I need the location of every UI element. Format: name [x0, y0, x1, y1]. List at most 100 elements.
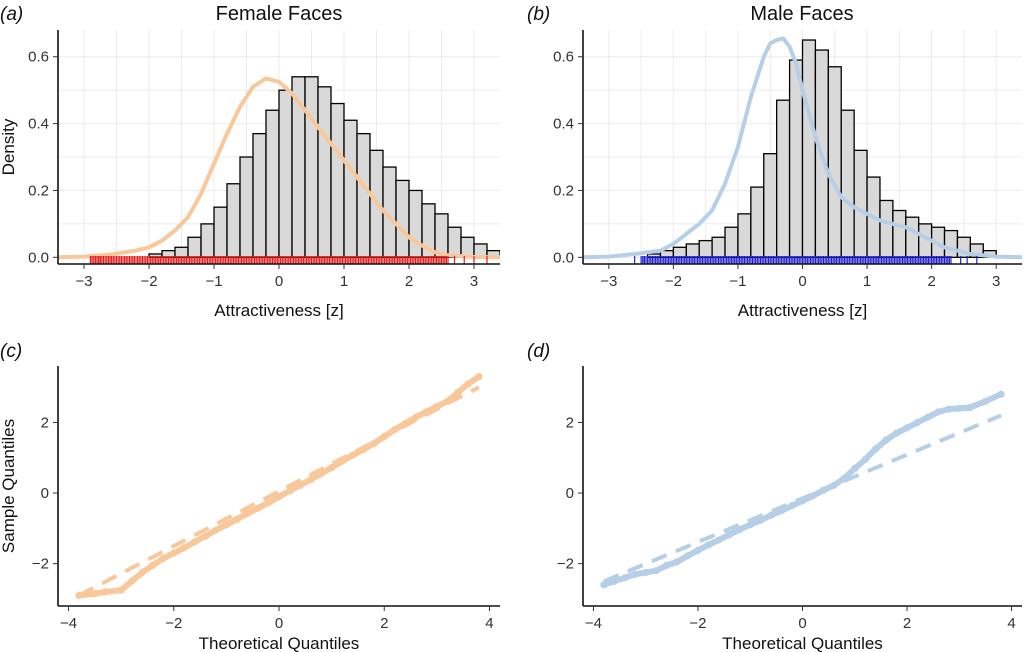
histogram-bar — [737, 213, 752, 258]
x-tick-label: −4 — [585, 615, 602, 632]
x-tick-label: 0 — [798, 273, 806, 290]
qq-point — [275, 492, 283, 501]
histogram-bar — [685, 243, 700, 258]
panel-female-qq: (c) Theoretical Quantiles Sample Quantil… — [0, 341, 500, 652]
histogram-bar — [892, 209, 907, 258]
qq-point — [757, 516, 765, 524]
y-tick-label: 0.2 — [28, 182, 49, 199]
qq-point — [233, 515, 241, 523]
qq-point — [767, 511, 775, 519]
qq-point — [715, 536, 723, 544]
qq-point — [610, 577, 618, 585]
qq-point — [913, 418, 922, 427]
qq-point — [285, 487, 294, 495]
qq-point — [642, 568, 650, 577]
qq-point — [117, 586, 125, 594]
histogram-bar — [330, 102, 345, 258]
x-tick-label: −2 — [165, 615, 182, 632]
x-tick-label: 1 — [340, 273, 348, 290]
qq-point — [872, 445, 880, 453]
histogram-bar — [213, 206, 228, 258]
qq-point — [704, 541, 713, 549]
histogram-bar — [317, 86, 332, 258]
qq-point — [683, 552, 692, 560]
x-tick-label: 0 — [275, 273, 283, 290]
qq-point — [180, 544, 188, 552]
qq-point — [997, 390, 1005, 398]
qq-point — [600, 581, 608, 589]
qq-point — [138, 568, 146, 577]
histogram-bar — [408, 189, 423, 258]
qq-point — [306, 476, 315, 484]
x-tick-label: −2 — [665, 273, 682, 290]
x-tick-label: 0 — [275, 615, 283, 632]
histogram-bar — [840, 109, 855, 258]
qq-point — [851, 464, 859, 472]
qq-point — [882, 436, 890, 444]
qq-point — [296, 481, 304, 489]
histogram-bar — [239, 156, 254, 258]
qq-point — [201, 532, 209, 540]
qq-point — [254, 504, 262, 512]
y-tick-label: 0.4 — [28, 116, 49, 133]
qq-point — [75, 591, 83, 600]
y-tick-label: 0.6 — [28, 49, 49, 66]
qq-point — [328, 464, 336, 472]
qq-point — [746, 521, 754, 529]
qq-point — [212, 526, 220, 534]
qq-point — [861, 455, 869, 464]
qq-point — [243, 509, 252, 518]
x-tick-label: 3 — [992, 273, 1000, 290]
qq-point — [631, 570, 639, 578]
qq-point — [443, 397, 451, 405]
histogram-bar — [827, 66, 842, 258]
qq-point — [101, 588, 109, 596]
qq-point — [128, 577, 136, 585]
histogram-bar — [698, 239, 713, 258]
panel-tag-d: (d) — [527, 341, 550, 362]
histogram-bar — [672, 246, 687, 258]
x-axis-title-c: Theoretical Quantiles — [199, 634, 360, 652]
rug-marks — [634, 256, 978, 264]
qq-point — [454, 388, 462, 397]
y-tick-label: 0.0 — [553, 249, 574, 266]
panel-tag-b: (b) — [527, 4, 550, 25]
x-tick-label: −3 — [75, 273, 92, 290]
x-tick-label: −1 — [729, 273, 746, 290]
qq-point — [370, 440, 378, 448]
qq-point — [422, 408, 430, 416]
x-tick-label: −2 — [140, 273, 157, 290]
histogram-bar — [905, 216, 920, 258]
histogram-bar — [200, 223, 215, 258]
x-tick-label: −1 — [205, 273, 222, 290]
histogram-bar — [252, 132, 267, 258]
qq-point — [359, 446, 367, 454]
qq-point — [170, 549, 178, 557]
histogram-bar — [879, 199, 894, 258]
qq-point — [663, 561, 671, 570]
rug-marks — [89, 256, 488, 264]
qq-point — [191, 538, 199, 546]
qq-point — [621, 574, 629, 582]
x-tick-label: −3 — [600, 273, 617, 290]
qq-point — [809, 492, 817, 500]
qq-point — [338, 457, 346, 465]
qq-point — [380, 432, 388, 441]
qq-point — [412, 413, 420, 421]
x-tick-label: 2 — [927, 273, 935, 290]
qq-point — [945, 405, 953, 413]
plot-area — [58, 76, 500, 264]
histogram-bar — [226, 183, 241, 258]
qq-point — [903, 424, 911, 432]
qq-point — [464, 380, 473, 388]
panel-title-a: Female Faces — [216, 3, 343, 25]
qq-point — [391, 425, 399, 434]
plot-area — [600, 390, 1005, 589]
x-tick-label: 3 — [470, 273, 478, 290]
y-axis-title-a: Density — [0, 118, 18, 175]
histogram-bar — [343, 119, 358, 258]
x-tick-label: 2 — [380, 615, 388, 632]
qq-point — [924, 413, 932, 421]
y-tick-label: 0.6 — [553, 49, 574, 66]
qq-point — [159, 554, 167, 562]
